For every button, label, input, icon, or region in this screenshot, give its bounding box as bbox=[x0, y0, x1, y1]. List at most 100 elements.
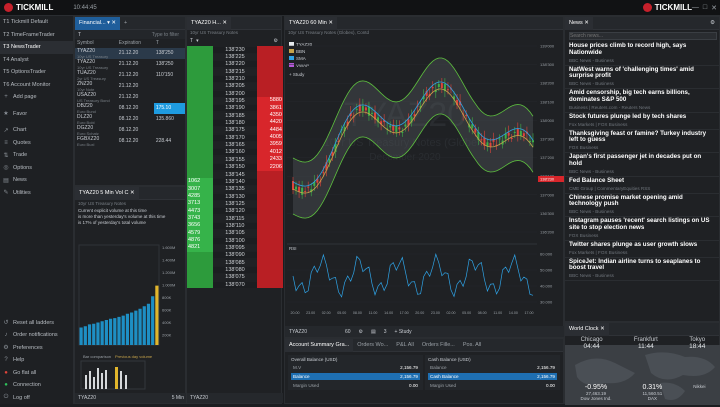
sidebar-item-12[interactable]: ▤ News bbox=[0, 174, 73, 187]
sidebar-item-0[interactable]: T1 Tickmill Default bbox=[0, 16, 73, 29]
dom-bid-cell[interactable] bbox=[187, 134, 213, 142]
col-symbol[interactable]: Symbol bbox=[77, 40, 94, 47]
watchlist-row[interactable]: DBZ20 Euro Bund 08.12.20 175.10 bbox=[75, 102, 185, 114]
dom-ask-cell[interactable] bbox=[257, 75, 283, 83]
dom-ask-cell[interactable] bbox=[257, 53, 283, 61]
close-icon[interactable]: ✕ bbox=[711, 5, 717, 12]
dom-ask-cell[interactable]: 3861 bbox=[257, 104, 283, 113]
chart-gear-icon[interactable]: ⚙ bbox=[358, 328, 364, 335]
sidebar-item-11[interactable]: ◎ Options bbox=[0, 162, 73, 175]
sidebar-item-9[interactable]: ≡ Quotes bbox=[0, 137, 73, 150]
news-item[interactable]: SpiceJet: Indian airline turns to seapla… bbox=[565, 258, 719, 282]
add-tab-button[interactable]: + bbox=[124, 20, 128, 26]
watchlist-row[interactable]: ZNZ20 10yr Note 21.12.20 bbox=[75, 81, 185, 92]
dom-ask-cell[interactable]: 2433 bbox=[257, 156, 283, 164]
dom-bid-cell[interactable]: 4579 bbox=[187, 229, 213, 237]
watchlist-row[interactable]: DGZ20 Euro Schatz 08.12.20 bbox=[75, 125, 185, 136]
dom-ask-cell[interactable] bbox=[257, 236, 283, 245]
dom-bid-cell[interactable] bbox=[187, 60, 213, 69]
tab-volume[interactable]: TYAZ20 5 Min Vol C ✕ bbox=[75, 186, 139, 200]
news-item[interactable]: House prices climb to record high, says … bbox=[565, 42, 719, 66]
sidebar-item-6[interactable]: + Add page bbox=[0, 91, 73, 104]
chart-study-button[interactable]: + Study bbox=[394, 328, 412, 335]
sidebar-item-3[interactable]: T4 Analyst bbox=[0, 54, 73, 67]
dom-ask-cell[interactable] bbox=[257, 200, 283, 208]
watchlist-row[interactable]: TYAZ20 10yr US Treasury 21.12.20 138'250 bbox=[75, 59, 185, 70]
dom-ask-cell[interactable] bbox=[257, 192, 283, 201]
dom-row[interactable]: 138'195 5880 bbox=[187, 97, 283, 105]
dom-ask-cell[interactable] bbox=[257, 229, 283, 237]
dom-ask-cell[interactable] bbox=[257, 251, 283, 259]
dom-ask-cell[interactable] bbox=[257, 222, 283, 230]
dom-bid-cell[interactable] bbox=[187, 46, 213, 54]
dom-dropdown-icon[interactable]: ▾ bbox=[196, 37, 199, 44]
dom-bid-cell[interactable] bbox=[187, 281, 213, 289]
dom-bid-cell[interactable] bbox=[187, 119, 213, 127]
dom-bid-cell[interactable] bbox=[187, 141, 213, 149]
news-item[interactable]: Japan's first passenger jet in decades p… bbox=[565, 153, 719, 177]
account-tab-1[interactable]: Orders Wo... bbox=[353, 339, 392, 352]
dom-ask-cell[interactable] bbox=[257, 185, 283, 193]
sidebar-bottom-item-5[interactable]: ● Connection bbox=[0, 379, 74, 392]
dom-bid-cell[interactable] bbox=[187, 90, 213, 98]
dom-row[interactable]: 3656 138'110 bbox=[187, 222, 283, 230]
dom-bottom-symbol[interactable]: TYAZ20 bbox=[190, 395, 208, 401]
dom-bid-cell[interactable] bbox=[187, 163, 213, 171]
dom-row[interactable]: 138'070 bbox=[187, 281, 283, 289]
dom-row[interactable]: 3007 138'135 bbox=[187, 185, 283, 193]
dom-row[interactable]: 138'075 bbox=[187, 273, 283, 281]
tab-dom[interactable]: TYAZ20 H... ✕ bbox=[187, 16, 231, 30]
news-item[interactable]: Instagram pauses 'recent' search listing… bbox=[565, 217, 719, 241]
dom-lock-icon[interactable]: ⚙ bbox=[273, 37, 278, 44]
dom-row[interactable]: 1062 138'140 bbox=[187, 178, 283, 186]
dom-row[interactable]: 4473 138'120 bbox=[187, 207, 283, 215]
tab-world-clock[interactable]: World Clock ✕ bbox=[565, 322, 609, 336]
dom-row[interactable]: 138'160 4012 bbox=[187, 148, 283, 157]
sidebar-item-10[interactable]: ⇅ Trade bbox=[0, 149, 73, 162]
dom-row[interactable]: 4821 138'095 bbox=[187, 244, 283, 252]
sidebar-item-8[interactable]: ↗ Chart bbox=[0, 124, 73, 137]
sidebar-item-2[interactable]: T3 NewsTrader bbox=[0, 41, 73, 54]
sidebar-item-4[interactable]: T5 OptionsTrader bbox=[0, 66, 73, 79]
dom-bid-cell[interactable] bbox=[187, 112, 213, 120]
sidebar-bottom-item-6[interactable]: ⏻ Log off bbox=[0, 392, 74, 405]
dom-bid-cell[interactable] bbox=[187, 126, 213, 135]
minimize-icon[interactable]: — bbox=[691, 4, 699, 11]
dom-ask-cell[interactable]: 4484 bbox=[257, 126, 283, 135]
tab-chart[interactable]: TYAZ20 60 Min ✕ bbox=[285, 16, 337, 30]
dom-ask-cell[interactable]: 4350 bbox=[257, 112, 283, 120]
dom-row[interactable]: 4876 138'100 bbox=[187, 236, 283, 245]
dom-ask-cell[interactable] bbox=[257, 207, 283, 215]
sidebar-bottom-item-3[interactable]: ? Help bbox=[0, 354, 74, 367]
dom-bid-cell[interactable] bbox=[187, 97, 213, 105]
sidebar-bottom-item-1[interactable]: ♪ Order notifications bbox=[0, 329, 74, 342]
maximize-icon[interactable]: □ bbox=[702, 4, 708, 11]
dom-bid-cell[interactable] bbox=[187, 156, 213, 164]
dom-bid-cell[interactable]: 1062 bbox=[187, 178, 213, 186]
chart-period-button[interactable]: 60 bbox=[344, 328, 351, 335]
dom-row[interactable]: 138'210 bbox=[187, 75, 283, 83]
watchlist-row[interactable]: TYAZ20 10yr US Treasury 21.12.20 138'250 bbox=[75, 47, 185, 59]
dom-bid-cell[interactable] bbox=[187, 251, 213, 259]
dom-ladder-grid[interactable]: 138'230 138'225 138'220 138'215 138'210 138'2… bbox=[187, 46, 283, 289]
dom-row[interactable]: 138'150 2206 bbox=[187, 163, 283, 171]
dom-ask-cell[interactable] bbox=[257, 90, 283, 98]
dom-row[interactable]: 138'185 4350 bbox=[187, 112, 283, 120]
dom-bid-cell[interactable]: 3007 bbox=[187, 185, 213, 193]
dom-row[interactable]: 138'190 3861 bbox=[187, 104, 283, 113]
news-item[interactable]: Chinese promise market opening amid tech… bbox=[565, 194, 719, 218]
dom-ask-cell[interactable]: 5880 bbox=[257, 97, 283, 105]
dom-ask-cell[interactable]: 2206 bbox=[257, 163, 283, 171]
sidebar-item-1[interactable]: T2 TimeFrameTrader bbox=[0, 29, 73, 42]
news-item[interactable]: Stock futures plunge led by tech shares F… bbox=[565, 113, 719, 130]
news-search-input[interactable] bbox=[569, 32, 717, 40]
news-item[interactable]: NatWest warns of 'challenging times' ami… bbox=[565, 66, 719, 90]
col-t[interactable]: T bbox=[155, 40, 159, 47]
watchlist-filter-input[interactable]: Type to filter bbox=[151, 31, 179, 38]
dom-ask-cell[interactable] bbox=[257, 214, 283, 223]
dom-bid-cell[interactable] bbox=[187, 273, 213, 281]
dom-row[interactable]: 3713 138'125 bbox=[187, 200, 283, 208]
sidebar-item-5[interactable]: T6 Account Monitor bbox=[0, 79, 73, 92]
dom-ask-cell[interactable] bbox=[257, 82, 283, 91]
